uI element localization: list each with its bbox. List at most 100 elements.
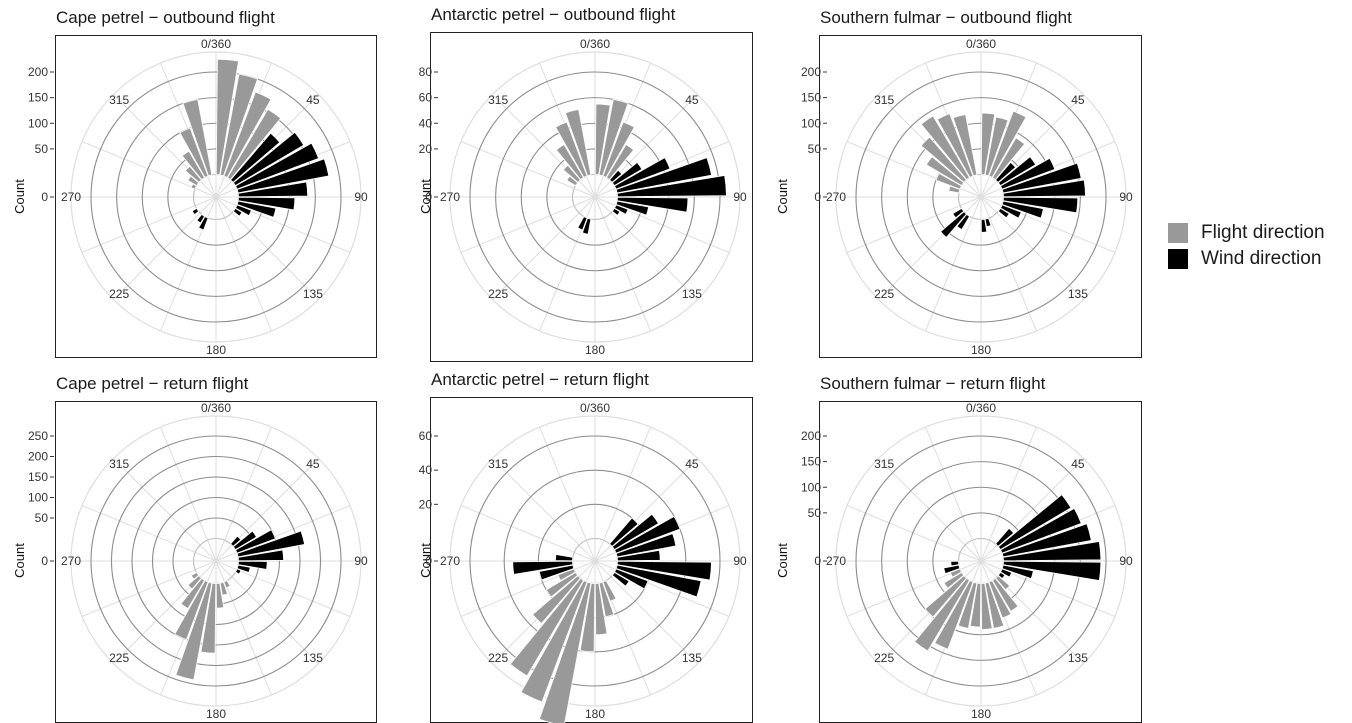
angle-tick-label: 135	[682, 651, 702, 665]
y-tick-label: 50	[808, 142, 822, 156]
angle-tick-label: 45	[685, 93, 699, 107]
rose-bar	[190, 183, 197, 190]
grid-ring	[110, 455, 322, 667]
angle-tick-label: 225	[874, 287, 894, 301]
grid-ring	[520, 122, 670, 272]
angle-tick-label: 135	[682, 287, 702, 301]
angle-tick-label: 135	[303, 287, 323, 301]
rose-bar	[950, 560, 960, 567]
y-tick-label: 150	[28, 470, 48, 484]
rose-bar	[995, 575, 1011, 591]
rose-bar	[995, 161, 1017, 183]
rose-bar	[997, 571, 1006, 580]
angle-tick-label: 180	[585, 707, 605, 721]
legend-label-flight: Flight direction	[1201, 222, 1325, 243]
rose-bar	[997, 207, 1010, 219]
grid-ring	[141, 122, 291, 272]
grid-ring	[151, 496, 281, 626]
rose-bar	[237, 196, 296, 211]
rose-bar	[235, 142, 320, 190]
rose-bar	[615, 157, 713, 194]
y-tick-label: 200	[28, 65, 48, 79]
rose-bar	[566, 175, 579, 187]
rose-bar	[236, 200, 277, 218]
rose-bar	[1002, 196, 1079, 214]
angle-tick-label: 45	[306, 93, 320, 107]
rose-bar	[230, 132, 281, 183]
rose-bar	[925, 156, 965, 187]
y-tick-label: 100	[801, 480, 821, 494]
grid-spoke	[215, 196, 319, 300]
rose-bar	[984, 116, 1009, 177]
rose-bar	[198, 216, 209, 231]
rose-bar	[991, 577, 1019, 612]
angle-tick-label: 45	[306, 457, 320, 471]
rose-bar	[579, 582, 596, 653]
grid-ring	[90, 435, 342, 687]
angle-tick-label: 0/360	[966, 37, 996, 51]
rose-bar	[1001, 523, 1092, 558]
rose-bar	[223, 91, 272, 178]
angle-tick-label: 315	[488, 457, 508, 471]
y-tick-label: 250	[28, 429, 48, 443]
y-tick-label: 40	[419, 116, 433, 130]
rose-bar	[174, 580, 209, 641]
rose-bar	[175, 581, 213, 681]
grid-spoke	[594, 196, 651, 332]
angle-tick-label: 270	[826, 190, 846, 204]
grid-spoke	[594, 426, 651, 562]
rose-bar	[594, 103, 611, 176]
rose-bar	[997, 494, 1072, 551]
rose-bar	[509, 577, 585, 677]
angle-tick-label: 45	[685, 457, 699, 471]
rose-bar	[991, 137, 1026, 181]
grid-ring	[469, 435, 721, 687]
rose-bar	[598, 98, 629, 177]
rose-bar	[538, 581, 592, 723]
grid-spoke	[594, 560, 698, 664]
y-tick-label: 20	[419, 497, 433, 511]
angle-tick-label: 315	[874, 93, 894, 107]
y-tick-label: 40	[419, 463, 433, 477]
legend-item-flight: Flight direction	[1168, 220, 1325, 246]
angle-tick-label: 225	[874, 651, 894, 665]
grid-ring	[131, 476, 301, 646]
flight-direction-series	[174, 571, 231, 681]
rose-bar	[557, 568, 576, 581]
grid-spoke	[980, 426, 1037, 562]
y-tick-label: 50	[808, 506, 822, 520]
rose-bar	[1001, 162, 1082, 194]
angle-tick-label: 135	[303, 651, 323, 665]
y-tick-label: 50	[35, 511, 49, 525]
grid-spoke	[980, 196, 1037, 332]
grid-ring	[537, 503, 653, 619]
wind-direction-series	[230, 529, 306, 575]
grid-spoke	[492, 458, 596, 562]
rose-bar	[914, 577, 971, 652]
rose-bar	[235, 204, 252, 217]
rose-bar	[184, 165, 202, 183]
y-tick-label: 0	[814, 554, 821, 568]
rose-bar	[598, 581, 615, 618]
grid-ring-outer	[835, 51, 1127, 343]
y-tick-label: 0	[814, 190, 821, 204]
rose-bar	[237, 181, 309, 198]
grid-spoke	[980, 196, 1084, 300]
angle-tick-label: 0/360	[201, 401, 231, 415]
y-tick-label: 100	[28, 116, 48, 130]
rose-bar	[215, 58, 239, 176]
wind-direction-series	[512, 513, 712, 598]
grid-spoke	[215, 560, 319, 664]
rose-grid	[70, 51, 362, 343]
y-tick-label: 150	[28, 91, 48, 105]
grid-spoke	[878, 458, 982, 562]
rose-bar	[956, 213, 971, 231]
y-tick-label: 200	[801, 429, 821, 443]
rose-bar	[223, 580, 231, 589]
grid-ring	[906, 122, 1056, 272]
y-tick-label: 200	[28, 450, 48, 464]
rose-bar	[215, 582, 225, 609]
grid-spoke	[113, 196, 217, 300]
rose-bar	[602, 121, 635, 178]
